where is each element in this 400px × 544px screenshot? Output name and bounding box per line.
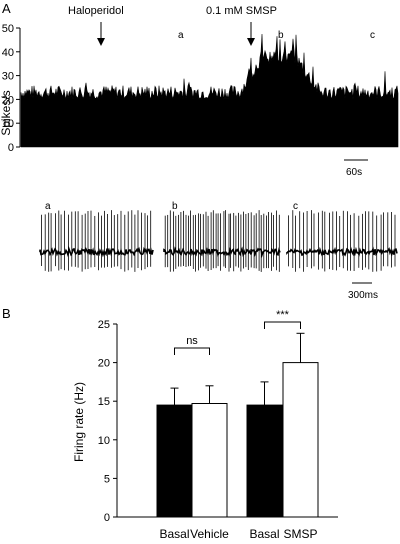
trace-baseline [163, 246, 281, 259]
marker-a: a [178, 30, 184, 41]
trace-c [286, 210, 398, 272]
histogram-bars [20, 33, 399, 148]
panel-a-label: A [2, 1, 11, 16]
bar-ylabel: Firing rate (Hz) [72, 382, 86, 462]
rate-histogram [20, 33, 399, 148]
bar-category-label: Basal [249, 527, 279, 541]
bar-vehicle [191, 403, 228, 518]
marker-b: b [278, 30, 284, 41]
smsp-annotation: 0.1 mM SMSP [206, 5, 277, 17]
panel-b-label: B [2, 306, 11, 321]
histogram-axis: 0 10 20 30 40 50 [2, 23, 21, 154]
bar-smsp [282, 362, 319, 518]
bar-category-label: Vehicle [190, 527, 229, 541]
bar-y-tick-label: 25 [98, 319, 110, 331]
trace-scale-label: 300ms [348, 290, 378, 301]
trace-b-label: b [172, 201, 178, 212]
bar-y-tick-label: 15 [98, 396, 110, 408]
significance-bracket [174, 347, 210, 355]
haloperidol-arrow [97, 22, 105, 46]
trace-baseline [286, 246, 398, 258]
histogram-y-tick-label: 10 [2, 118, 14, 130]
bar-y-tick-label: 20 [98, 358, 110, 370]
significance-label: *** [276, 309, 290, 321]
histogram-y-tick-label: 20 [2, 94, 14, 106]
smsp-arrow [247, 22, 255, 46]
bar-y-tick-label: 0 [104, 512, 110, 524]
significance-label: ns [186, 335, 198, 347]
bar-y-tick-label: 10 [98, 435, 110, 447]
histogram-y-tick-label: 40 [2, 47, 14, 59]
significance-bracket [264, 321, 301, 329]
histogram-ylabel: Spikes/s [0, 90, 13, 135]
histogram-y-tick-label: 50 [2, 23, 14, 35]
trace-baseline [39, 246, 154, 259]
bar-category-label: Basal [159, 527, 189, 541]
time-scale-label: 60s [346, 167, 362, 178]
haloperidol-annotation: Haloperidol [68, 5, 124, 17]
trace-a [39, 210, 154, 272]
marker-c: c [370, 30, 375, 41]
bar-basal [246, 404, 283, 518]
raw-traces [39, 210, 398, 272]
trace-c-label: c [293, 201, 298, 212]
bar-y-tick-label: 5 [104, 473, 110, 485]
histogram-y-tick-label: 0 [8, 142, 14, 154]
trace-a-label: a [45, 201, 51, 212]
trace-b [163, 210, 281, 272]
bar-category-label: SMSP [283, 527, 317, 541]
histogram-y-tick-label: 30 [2, 71, 14, 83]
bar-basal [156, 404, 193, 518]
